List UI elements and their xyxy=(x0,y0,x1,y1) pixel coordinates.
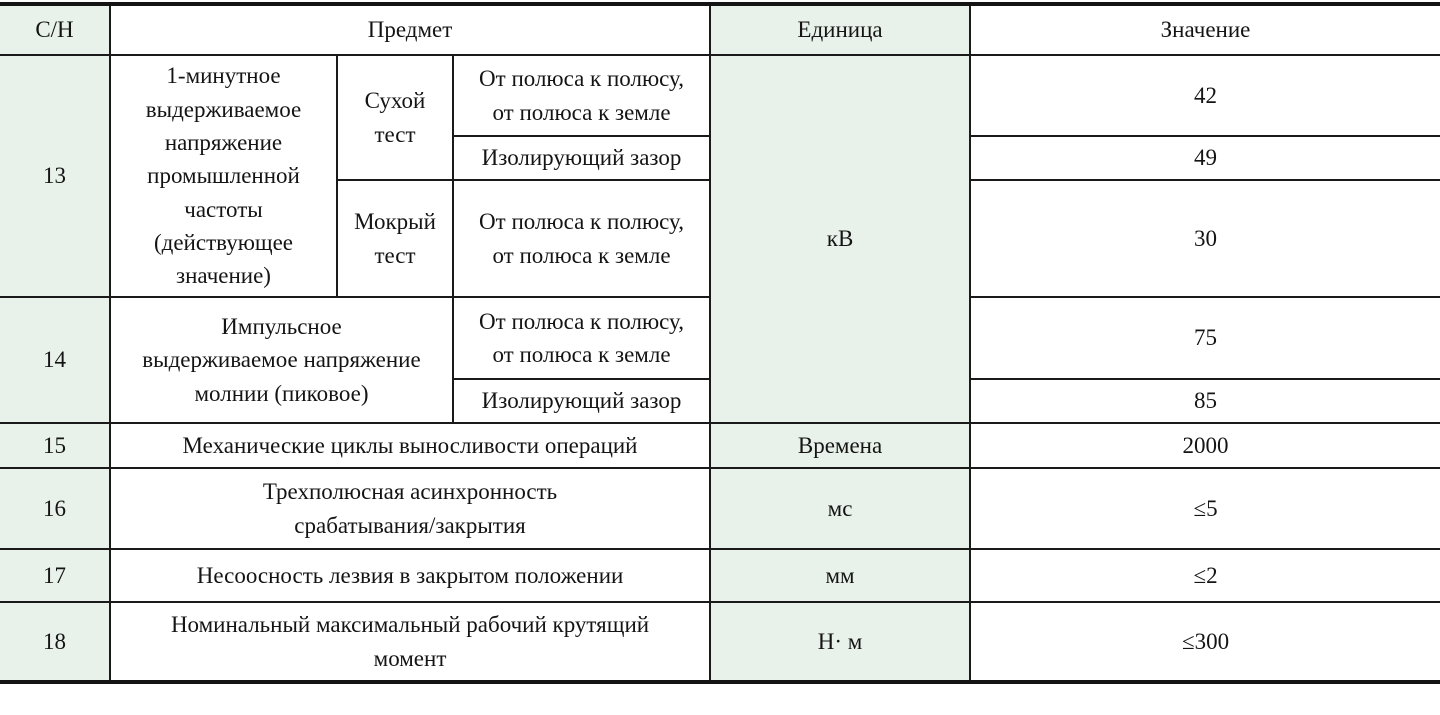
row13-cond-pole-2: От полюса к полюсу, от полюса к земле xyxy=(451,179,712,298)
value-dry-gap: 49 xyxy=(969,135,1440,181)
value-impulse-gap: 85 xyxy=(969,378,1440,424)
row-14-pole: 14 Импульсное выдерживаемое напряжение м… xyxy=(0,296,1440,424)
row14-sn: 14 xyxy=(0,296,111,424)
value-wet-pole: 30 xyxy=(969,179,1440,298)
row17-value: ≤2 xyxy=(969,548,1440,603)
row13-cond-pole-1: От полюса к полюсу, от полюса к земле xyxy=(451,54,712,137)
row14-cond-pole: От полюса к полюсу, от полюса к земле xyxy=(451,296,712,380)
row-16: 16 Трехполюсная асинхронность срабатыван… xyxy=(0,467,1440,550)
row15-value: 2000 xyxy=(969,422,1440,469)
row18-unit: Н· м xyxy=(709,601,972,683)
row18-value: ≤300 xyxy=(969,601,1440,683)
row18-sn: 18 xyxy=(0,601,111,683)
value-impulse-pole: 75 xyxy=(969,296,1440,380)
row15-unit: Времена xyxy=(709,422,972,469)
row-13-dry-pole: 13 1-минутное выдерживаемое напряжение п… xyxy=(0,54,1440,424)
row16-item: Трехполюсная асинхронность срабатывания/… xyxy=(108,467,712,550)
header-value: Значение xyxy=(969,3,1440,56)
row-15: 15 Механические циклы выносливости опера… xyxy=(0,422,1440,469)
row-18: 18 Номинальный максимальный рабочий крут… xyxy=(0,601,1440,683)
spec-table: С/Н Предмет Единица Значение 13 1-минутн… xyxy=(0,2,1440,684)
row-13-wet-pole: Мокрый тест От полюса к полюсу, от полюс… xyxy=(0,179,1440,298)
row13-dry-test-label: Сухой тест xyxy=(336,54,454,181)
header-sn: С/Н xyxy=(0,3,111,56)
row13-wet-test-label: Мокрый тест xyxy=(337,179,454,298)
row17-item: Несоосность лезвия в закрытом положении xyxy=(108,548,712,603)
row16-unit: мс xyxy=(709,467,972,550)
row18-item: Номинальный максимальный рабочий крутящи… xyxy=(108,601,712,683)
header-item: Предмет xyxy=(108,3,712,56)
row-17: 17 Несоосность лезвия в закрытом положен… xyxy=(0,548,1440,603)
row13-cond-gap: Изолирующий зазор xyxy=(453,135,712,181)
row16-sn: 16 xyxy=(0,467,111,550)
row14-cond-gap: Изолирующий зазор xyxy=(453,378,712,424)
row17-sn: 17 xyxy=(0,548,111,603)
row-14-gap: Изолирующий зазор 85 xyxy=(0,378,1440,424)
unit-kv: кВ xyxy=(709,54,972,424)
row14-item: Импульсное выдерживаемое напряжение молн… xyxy=(109,296,454,424)
row13-sn: 13 xyxy=(0,54,111,298)
row15-sn: 15 xyxy=(0,422,111,469)
header-row: С/Н Предмет Единица Значение xyxy=(0,3,1440,56)
row16-value: ≤5 xyxy=(969,467,1440,550)
row17-unit: мм xyxy=(709,548,972,603)
row15-item: Механические циклы выносливости операций xyxy=(108,422,712,469)
header-unit: Единица xyxy=(709,3,972,56)
row-13-dry-gap: Изолирующий зазор 49 xyxy=(0,135,1440,181)
row13-item: 1-минутное выдерживаемое напряжение пром… xyxy=(109,54,338,298)
value-dry-pole: 42 xyxy=(969,54,1440,137)
